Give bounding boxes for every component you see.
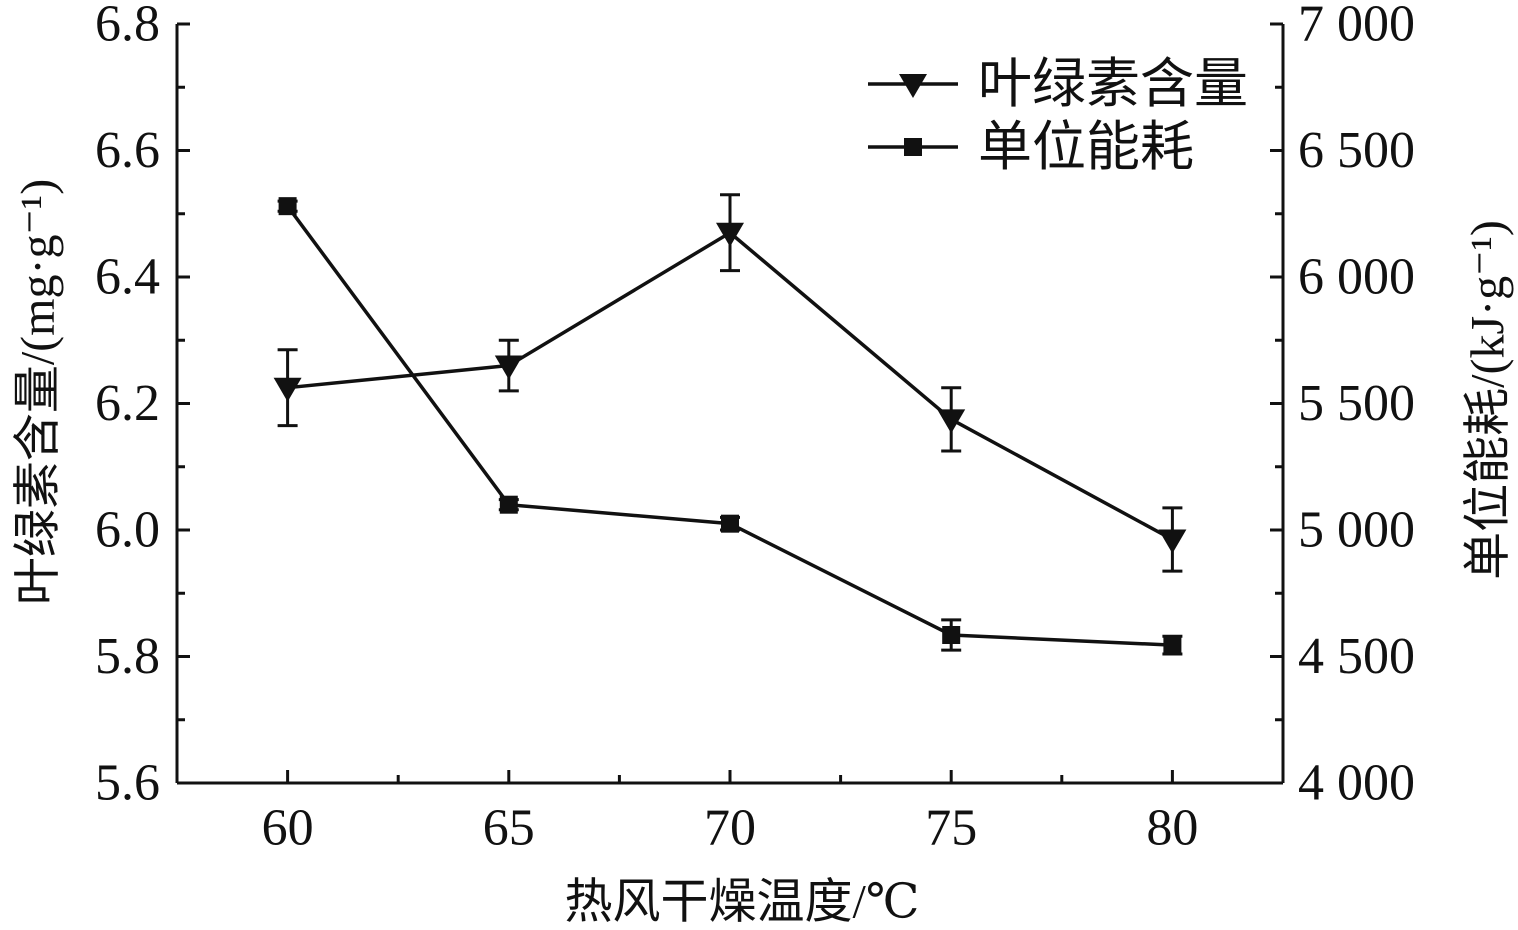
x-axis-title: 热风干燥温度/℃ [564, 876, 919, 929]
y-left-tick-label-6-4: 6.4 [95, 249, 160, 306]
chlorophyll-content-point-75 [937, 409, 966, 434]
unit-energy-consumption-point-80 [1163, 636, 1182, 655]
x-tick-label-75: 75 [925, 800, 977, 857]
y-right-tick-label-4000: 4 000 [1298, 755, 1415, 812]
unit-energy-consumption-point-70 [721, 514, 739, 533]
legend-marker-unit-energy-consumption [904, 138, 922, 156]
y-left-tick-label-5-8: 5.8 [95, 628, 160, 685]
legend-marker-chlorophyll-content [899, 74, 927, 98]
y-right-tick-label-7000: 7 000 [1298, 0, 1415, 53]
y-right-tick-label-4500: 4 500 [1298, 628, 1415, 685]
unit-energy-consumption-point-65 [499, 495, 518, 514]
legend-label-unit-energy-consumption: 单位能耗 [978, 117, 1194, 177]
y-left-tick-label-6-8: 6.8 [95, 0, 160, 53]
chlorophyll-content-point-70 [716, 222, 744, 247]
x-tick-label-65: 65 [483, 800, 535, 857]
y-right-tick-label-6000: 6 000 [1298, 249, 1415, 306]
legend-item-chlorophyll-content: 叶绿素含量 [868, 54, 1248, 114]
y-left-tick-label-5-6: 5.6 [95, 755, 160, 812]
y-right-axis-title: 单位能耗/(kJ·g⁻¹) [1462, 220, 1515, 580]
legend-item-unit-energy-consumption: 单位能耗 [868, 117, 1194, 177]
series-layer [273, 193, 1187, 656]
y-left-tick-label-6-2: 6.2 [95, 375, 160, 432]
y-right-tick-label-5500: 5 500 [1298, 375, 1415, 432]
axis-ticks: 60 65 70 75 80 5.6 5.8 6.0 6.2 6.4 6.6 6.8 4 000 4 50… [95, 0, 1415, 857]
legend-label-chlorophyll-content: 叶绿素含量 [978, 54, 1248, 114]
y-right-tick-label-5000: 5 000 [1298, 502, 1415, 559]
x-tick-label-70: 70 [704, 800, 756, 857]
x-tick-label-60: 60 [262, 800, 314, 857]
chlorophyll-content-point-65 [494, 355, 523, 380]
unit-energy-consumption-point-75 [942, 625, 961, 644]
y-right-tick-label-6500: 6 500 [1298, 122, 1415, 179]
unit-energy-consumption-point-60 [278, 197, 297, 216]
y-left-axis-title: 叶绿素含量/(mg·g⁻¹) [12, 179, 65, 605]
y-left-tick-label-6: 6.0 [95, 502, 160, 559]
y-left-tick-label-6-6: 6.6 [95, 122, 160, 179]
x-tick-label-80: 80 [1146, 800, 1198, 857]
chlorophyll-content-point-80 [1158, 529, 1187, 554]
chlorophyll-content-point-60 [273, 377, 302, 402]
